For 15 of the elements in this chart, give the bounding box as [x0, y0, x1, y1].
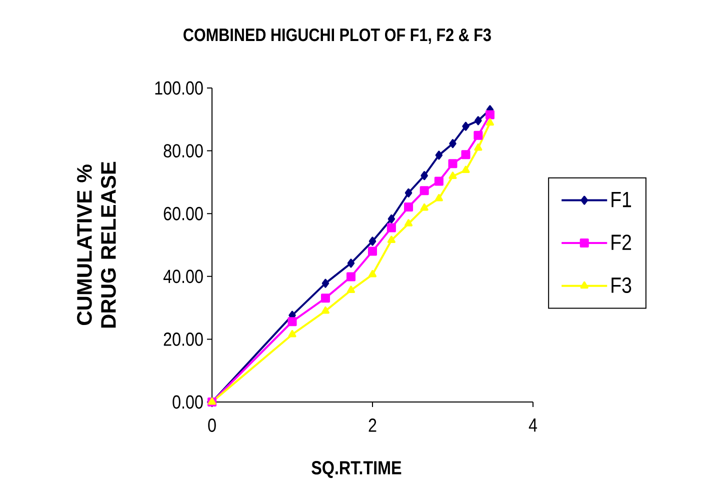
y-tick-label: 80.00: [164, 144, 203, 158]
legend-label: F2: [612, 234, 631, 250]
x-tick-label: 4: [528, 418, 538, 432]
y-tick-label: 20.00: [164, 332, 203, 346]
x-axis-title: SQ.RT.TIME: [312, 461, 402, 478]
y-tick-label: 60.00: [164, 206, 203, 220]
legend-label: F1: [612, 192, 632, 208]
y-tick-label: 40.00: [163, 270, 203, 284]
y-tick-label: 0.00: [172, 395, 203, 409]
x-tick-label: 2: [368, 418, 376, 432]
chart-title: COMBINED HIGUCHI PLOT OF F1, F2 & F3: [184, 28, 491, 44]
legend-label: F3: [612, 277, 632, 294]
y-axis-title: CUMULATIVE % DRUG RELEASE: [77, 162, 116, 328]
x-tick-label: 0: [208, 418, 216, 432]
y-tick-label: 100.00: [155, 81, 203, 95]
